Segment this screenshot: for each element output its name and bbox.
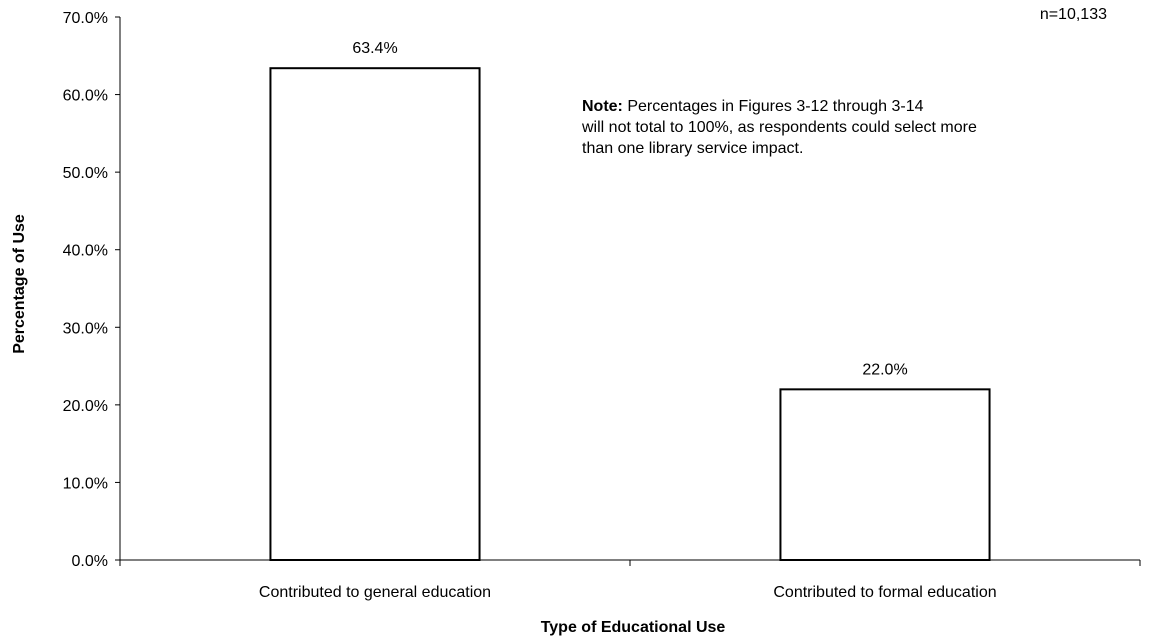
- bar-value-label: 22.0%: [862, 361, 907, 378]
- y-tick-label: 40.0%: [63, 243, 108, 260]
- note-annotation: Note: Percentages in Figures 3-12 throug…: [582, 96, 977, 159]
- y-tick-label: 0.0%: [72, 553, 108, 570]
- y-axis: 0.0% 10.0% 20.0% 30.0% 40.0% 50.0% 60.0% 70.0%: [63, 10, 121, 570]
- x-axis-label: Type of Educational Use: [541, 619, 726, 636]
- x-tick-label: Contributed to general education: [259, 584, 491, 601]
- bar-value-label: 63.4%: [352, 40, 397, 57]
- x-axis: Contributed to general education Contribu…: [119, 559, 1141, 601]
- sample-size-label: n=10,133: [1039, 6, 1107, 23]
- note-line-3: than one library service impact.: [582, 140, 804, 157]
- y-tick-label: 30.0%: [63, 320, 108, 337]
- bars: 63.4% 22.0%: [269, 40, 991, 562]
- y-tick-label: 20.0%: [63, 398, 108, 415]
- y-tick-label: 50.0%: [63, 165, 108, 182]
- note-line-1: Note: Percentages in Figures 3-12 throug…: [582, 96, 977, 117]
- bar: [779, 388, 991, 562]
- y-tick-label: 70.0%: [63, 10, 108, 27]
- y-tick-label: 10.0%: [63, 475, 108, 492]
- y-axis-label: Percentage of Use: [11, 214, 28, 354]
- x-tick-label: Contributed to formal education: [773, 584, 996, 601]
- note-label: Note:: [582, 98, 623, 115]
- note-line-2: will not total to 100%, as respondents c…: [582, 119, 977, 136]
- y-tick-label: 60.0%: [63, 88, 108, 105]
- note-text-1: Percentages in Figures 3-12 through 3-14: [622, 98, 924, 115]
- bar: [269, 67, 481, 561]
